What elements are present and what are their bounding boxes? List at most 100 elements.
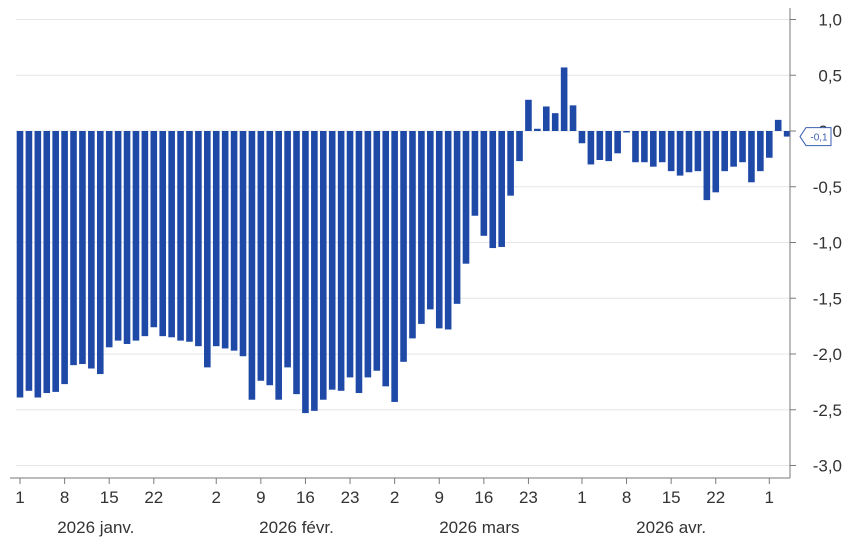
bar: [712, 131, 720, 193]
bar: [400, 131, 407, 362]
bar: [721, 131, 728, 172]
bar: [462, 131, 470, 264]
bar: [435, 131, 443, 329]
x-tick-label: 2: [212, 488, 221, 507]
x-tick-label: 22: [144, 488, 163, 507]
bar: [150, 131, 158, 328]
bar: [453, 131, 461, 304]
bar: [569, 105, 577, 131]
bar: [409, 131, 416, 339]
bar: [293, 131, 300, 395]
bars: [16, 67, 791, 414]
bar: [507, 131, 514, 196]
bar: [212, 131, 220, 347]
bar: [703, 131, 711, 201]
y-tick-label: -1,5: [813, 289, 842, 308]
bar: [739, 131, 746, 163]
x-tick-label: 8: [622, 488, 631, 507]
last-value-badge: -0,1: [799, 127, 832, 147]
bar: [266, 131, 274, 386]
bar: [489, 131, 497, 249]
bar: [132, 131, 140, 341]
y-tick-label: 0,5: [818, 66, 842, 85]
bar: [427, 131, 434, 310]
x-tick-label: 1: [765, 488, 774, 507]
bar: [578, 131, 586, 144]
bar: [16, 131, 24, 398]
bar: [168, 131, 175, 338]
bar: [730, 131, 737, 167]
bar: [471, 131, 479, 216]
bar: [159, 131, 167, 337]
bar: [605, 131, 613, 162]
last-value-badge-box: [799, 127, 832, 147]
bar: [257, 131, 265, 381]
bar: [525, 99, 532, 131]
bar: [632, 131, 639, 163]
bar: [239, 131, 247, 357]
x-tick-label: 23: [341, 488, 360, 507]
bar: [623, 131, 630, 133]
bar: [43, 131, 51, 394]
bar: [88, 131, 95, 369]
x-tick-label: 2: [390, 488, 399, 507]
x-tick-label: 16: [474, 488, 493, 507]
x-tick-label: 1: [15, 488, 24, 507]
bar: [676, 131, 684, 176]
x-tick-label: 15: [100, 488, 119, 507]
x-tick-label: 15: [662, 488, 681, 507]
bar: [774, 119, 782, 131]
bar: [534, 128, 541, 131]
bar: [587, 131, 595, 165]
month-labels: 2026 janv. 2026 févr. 2026 mars 2026 avr.: [57, 518, 706, 537]
x-tick-label: 1: [577, 488, 586, 507]
bar: [204, 131, 211, 368]
x-tick-label: 23: [519, 488, 538, 507]
x-tick-labels: 1 8 15 22 2 9 16 23 2 9 16 23 1 8 15 22 1: [15, 478, 774, 507]
y-tick-label: -2,0: [813, 345, 842, 364]
bar: [302, 131, 309, 414]
y-tick-label: -2,5: [813, 401, 842, 420]
bar: [328, 131, 336, 390]
bar: [248, 131, 256, 400]
bar: [141, 131, 149, 337]
bar: [70, 131, 77, 366]
bar: [114, 131, 122, 341]
bar: [650, 131, 657, 167]
bar: [355, 131, 363, 394]
axes: [10, 8, 791, 479]
bar: [346, 131, 354, 378]
bar: [748, 131, 755, 183]
month-label: 2026 mars: [439, 518, 519, 537]
bar: [685, 131, 693, 173]
month-label: 2026 janv.: [57, 518, 134, 537]
y-tick-label: 1,0: [818, 11, 842, 30]
bar: [123, 131, 131, 344]
x-tick-label: 9: [435, 488, 444, 507]
bar: [391, 131, 398, 402]
bar: [516, 131, 523, 162]
x-tick-label: 8: [60, 488, 69, 507]
bar: [596, 131, 604, 160]
bar: [757, 131, 764, 172]
bar: [480, 131, 488, 236]
bar: [337, 131, 345, 391]
bar: [560, 67, 568, 131]
bar: [364, 131, 372, 378]
month-label: 2026 févr.: [259, 518, 334, 537]
bar: [373, 131, 381, 371]
y-tick-labels: 1,00,50,0-0,5-1,0-1,5-2,0-2,5-3,0: [813, 11, 842, 476]
month-label: 2026 avr.: [636, 518, 706, 537]
bar: [96, 131, 104, 375]
y-tick-label: -1,0: [813, 234, 842, 253]
bar: [195, 131, 202, 347]
bar: [765, 131, 773, 158]
bar: [52, 131, 59, 392]
bar: [783, 131, 791, 137]
bar: [34, 131, 42, 398]
bar: [694, 131, 702, 172]
bar: [221, 131, 229, 349]
x-tick-label: 9: [256, 488, 265, 507]
